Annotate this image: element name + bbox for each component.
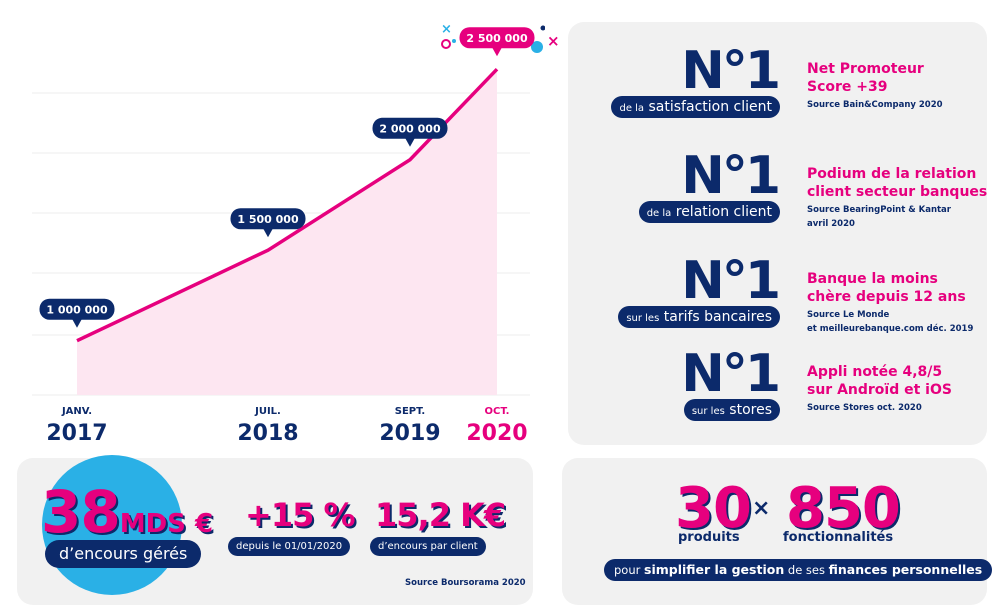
- callout-pointer: [492, 47, 502, 57]
- tag: sur les tarifs bancaires: [618, 306, 780, 328]
- x-tick-year: 2018: [237, 421, 298, 446]
- rank: N°1: [681, 251, 781, 311]
- decor: ×: [547, 32, 560, 50]
- value-label: 1 000 000: [46, 304, 108, 317]
- rank-source-line: avril 2020: [807, 219, 855, 229]
- stat-number: 38MDS €: [41, 478, 213, 546]
- callout-pointer: [405, 137, 415, 147]
- callout-box: [372, 117, 448, 139]
- rank-text-line: Podium de la relation: [807, 166, 977, 182]
- callout: 1 000 000: [39, 298, 115, 328]
- offer-caption: produits: [678, 530, 740, 545]
- tag-prefix: sur les: [691, 406, 725, 417]
- tag-prefix: de la: [646, 208, 672, 219]
- stat-caption: d’encours par client: [370, 537, 486, 556]
- rank-text-line: Appli notée 4,8/5: [807, 364, 943, 380]
- stat-number: +15 %: [245, 496, 356, 534]
- offer-number: 30: [675, 476, 752, 541]
- tag: de la satisfaction client: [611, 96, 780, 118]
- rank-source: Source Stores oct. 2020: [807, 401, 922, 415]
- callout: 1 500 000: [230, 208, 306, 238]
- x-tick-label: SEPT.: [395, 406, 425, 417]
- callout-box: [230, 208, 306, 230]
- rank-text: Podium de la relation client secteur banq…: [807, 165, 987, 201]
- line: [76, 67, 499, 343]
- times: ×: [752, 496, 771, 521]
- rank: N°1: [681, 41, 781, 101]
- x-tick-label: JANV.: [61, 406, 92, 417]
- rank-source-line: et meilleurebanque.com déc. 2019: [807, 324, 974, 334]
- sentence-part: finances personnelles: [828, 562, 983, 577]
- rank-source-line: Source Bain&Company 2020: [807, 100, 943, 110]
- tag-text: relation client: [675, 204, 772, 220]
- rank-text-line: sur Androïd et iOS: [807, 382, 952, 398]
- rank-text-line: Score +39: [807, 79, 888, 95]
- stat-caption: depuis le 01/01/2020: [228, 537, 351, 556]
- rank-source: Source Le Monde et meilleurebanque.com dé…: [807, 308, 973, 336]
- rank-source: Source Bain&Company 2020: [807, 98, 943, 112]
- tag: de la relation client: [638, 201, 780, 223]
- offer-panel: 30 produits × 850 fonctionnalités pour s…: [562, 458, 993, 605]
- x-tick-label: JUIL.: [254, 406, 281, 417]
- number: 38: [41, 478, 121, 546]
- rank-source-line: Source Le Monde: [807, 310, 890, 320]
- chart: × 1 000 000 1 500 000 2 000 000 2 500 000 JA…: [32, 22, 545, 446]
- tag-text: satisfaction client: [648, 99, 772, 115]
- rank-text: Banque la moins chère depuis 12 ans: [807, 270, 966, 306]
- rank-text-line: Banque la moins: [807, 271, 938, 287]
- rank: N°1: [681, 344, 781, 404]
- rank: N°1: [681, 146, 781, 206]
- rank-text-line: Net Promoteur: [807, 61, 924, 77]
- callout-box: [459, 27, 535, 49]
- sentence-part: pour: [614, 563, 641, 577]
- value-label: 2 000 000: [379, 123, 441, 136]
- svg-text:×: ×: [547, 32, 560, 50]
- value-label: 1 500 000: [237, 213, 299, 226]
- sentence: pour simplifier la gestion de ses financ…: [604, 559, 993, 581]
- sentence-part: de ses: [787, 563, 825, 577]
- sentence-part: simplifier la gestion: [644, 562, 785, 577]
- decor: ×: [441, 22, 545, 53]
- callout-box: [39, 298, 115, 320]
- circle: [42, 455, 182, 595]
- rank-source-line: Source BearingPoint & Kantar: [807, 205, 951, 215]
- tag-text: stores: [729, 402, 772, 418]
- rank-text-line: chère depuis 12 ans: [807, 289, 966, 305]
- source: Source Boursorama 2020: [405, 578, 526, 588]
- rank-text-line: client secteur banques: [807, 184, 988, 200]
- callout-pointer: [72, 318, 82, 328]
- unit: MDS €: [119, 509, 214, 539]
- rankings-panel: [568, 22, 987, 445]
- stats-panel: 38MDS € d’encours gérés +15 % depuis le …: [17, 455, 533, 605]
- x-tick-year: 2019: [379, 421, 440, 446]
- rank-text: Net Promoteur Score +39: [807, 60, 924, 96]
- tag-prefix: de la: [619, 103, 645, 114]
- x-tick-label: OCT.: [485, 406, 510, 417]
- x-tick-year: 2020: [466, 421, 527, 446]
- stat-caption: d’encours gérés: [45, 540, 202, 568]
- callout: 2 000 000: [372, 117, 448, 147]
- callout: 2 500 000: [459, 27, 535, 57]
- value-label: 2 500 000: [466, 32, 528, 45]
- rank-source: Source BearingPoint & Kantar avril 2020: [807, 203, 951, 231]
- rank-source-line: Source Stores oct. 2020: [807, 403, 922, 413]
- callout-pointer: [263, 228, 273, 238]
- offer-number: 850: [786, 476, 901, 541]
- tag-text: tarifs bancaires: [663, 309, 772, 325]
- svg-text:×: ×: [441, 22, 452, 37]
- tag: sur les stores: [683, 399, 780, 421]
- stat-number: 15,2 K€: [375, 496, 506, 534]
- area: [77, 69, 497, 395]
- offer-caption: fonctionnalités: [783, 530, 894, 545]
- rank-text: Appli notée 4,8/5 sur Androïd et iOS: [807, 363, 952, 399]
- tag-prefix: sur les: [626, 313, 660, 324]
- x-tick-year: 2017: [46, 421, 107, 446]
